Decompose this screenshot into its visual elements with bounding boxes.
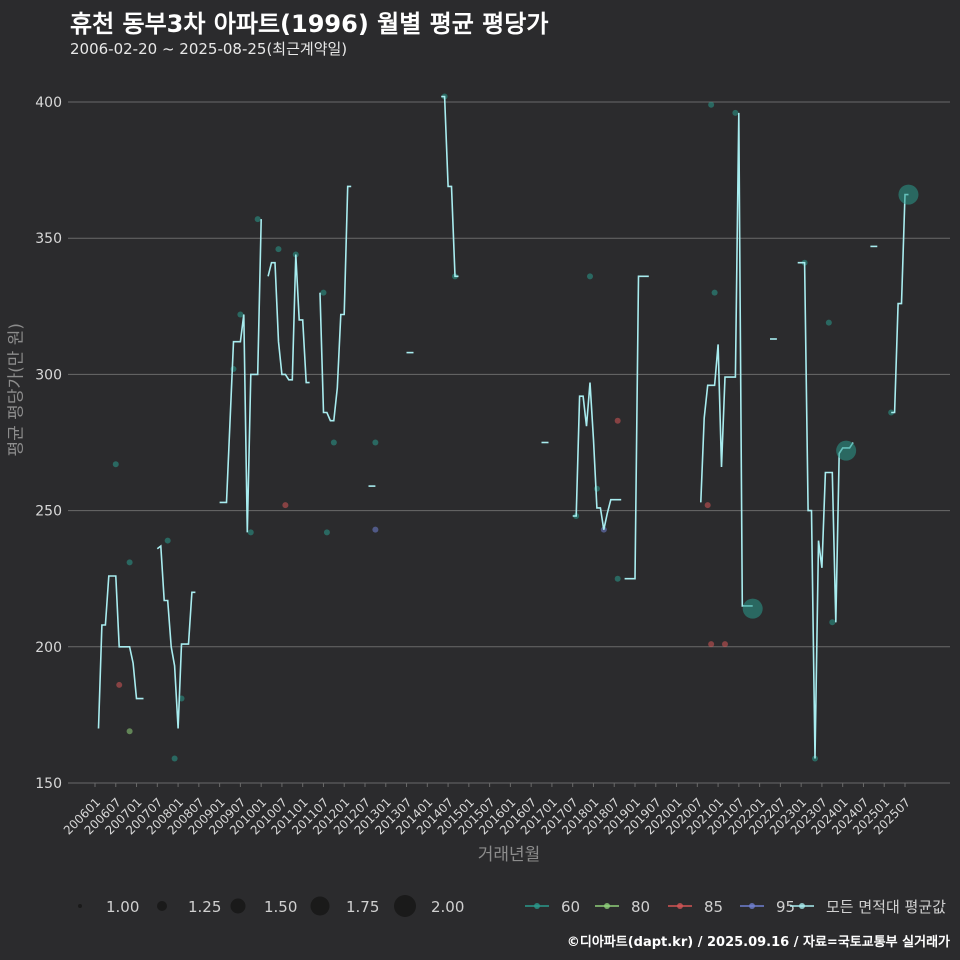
legend-size-dot [394, 895, 416, 917]
data-point-60 [825, 319, 832, 326]
data-point-60 [587, 273, 593, 280]
legend-dot [799, 903, 805, 909]
data-point-80 [126, 728, 133, 735]
grid-lines [68, 101, 950, 784]
legend-size-label: 1.25 [188, 898, 221, 916]
data-point-60 [247, 529, 254, 536]
data-point-85 [722, 641, 728, 648]
data-point-60 [593, 485, 600, 492]
average-line-segment [219, 219, 262, 533]
legend-dot [749, 903, 755, 909]
legend: 1.00 1.25 1.50 1.75 2.00 60 80 85 95 모든 면적대 평균값 [78, 895, 946, 917]
legend-size-dot [230, 898, 246, 914]
data-point-95 [372, 526, 379, 533]
data-point-60 [275, 246, 282, 253]
highlight-point [742, 598, 763, 619]
legend-dot [604, 903, 610, 909]
data-point-85 [708, 641, 715, 648]
data-point-85 [116, 681, 123, 688]
average-line [97, 95, 909, 759]
data-point-60 [711, 289, 718, 296]
data-point-60 [254, 216, 261, 223]
legend-dot [534, 903, 540, 909]
average-line-segment [97, 575, 144, 729]
legend-color-label: 60 [561, 898, 580, 916]
highlight-point [898, 184, 919, 205]
legend-color-label: 모든 면적대 평균값 [826, 898, 946, 916]
legend-size-label: 1.75 [346, 898, 379, 916]
chart-title: 휴천 동부3차 아파트(1996) 월별 평균 평당가 [70, 10, 549, 38]
data-point-60 [230, 365, 237, 372]
y-tick-label: 200 [35, 640, 62, 656]
average-line-segment [891, 193, 909, 414]
data-point-60 [372, 439, 379, 446]
data-point-60 [112, 461, 119, 468]
legend-color-label: 95 [776, 898, 795, 916]
y-tick-label: 150 [35, 776, 62, 792]
y-tick-label: 250 [35, 504, 62, 520]
legend-size-dot [157, 901, 167, 911]
data-point-60 [126, 559, 133, 566]
y-tick-label: 400 [35, 95, 62, 111]
data-point-60 [164, 537, 171, 544]
data-point-60 [330, 439, 337, 446]
legend-size-label: 1.00 [106, 898, 139, 916]
y-tick-labels: 150 200 250 300 350 400 [35, 95, 62, 792]
y-tick-label: 300 [35, 367, 62, 383]
average-line-segment [700, 112, 753, 607]
chart-subtitle: 2006-02-20 ~ 2025-08-25(최근계약일) [70, 40, 348, 58]
data-point-85 [614, 417, 621, 424]
legend-size-dot [78, 904, 82, 908]
legend-size-dot [310, 896, 330, 916]
legend-size-label: 1.50 [264, 898, 297, 916]
data-point-60 [323, 529, 330, 536]
x-tick-labels: 2006012006072007012007072008012008072009… [61, 783, 913, 838]
average-line-segment [319, 185, 352, 422]
average-line-segment [624, 275, 649, 580]
data-point-85 [704, 502, 711, 509]
highlight-points [742, 184, 919, 619]
data-point-60 [708, 101, 715, 108]
data-point-60 [171, 755, 178, 762]
highlight-point [836, 440, 857, 461]
x-axis-label: 거래년월 [478, 845, 541, 865]
average-line-segment [441, 95, 459, 278]
data-point-60 [614, 575, 621, 582]
data-point-60 [732, 109, 739, 116]
average-line-segment [572, 382, 622, 530]
average-line-segment [156, 544, 196, 729]
y-tick-label: 350 [35, 231, 62, 247]
legend-dot [677, 903, 683, 909]
legend-size-label: 2.00 [431, 898, 464, 916]
average-line-segment [267, 254, 310, 384]
data-point-85 [282, 502, 289, 509]
legend-color-label: 80 [631, 898, 650, 916]
source-caption: ©디아파트(dapt.kr) / 2025.09.16 / 자료=국토교통부 실… [566, 935, 950, 950]
data-point-60 [320, 289, 327, 296]
data-point-60 [829, 619, 836, 626]
area-points [112, 93, 895, 762]
legend-color-label: 85 [704, 898, 723, 916]
data-point-60 [237, 311, 244, 318]
data-point-60 [888, 409, 895, 416]
